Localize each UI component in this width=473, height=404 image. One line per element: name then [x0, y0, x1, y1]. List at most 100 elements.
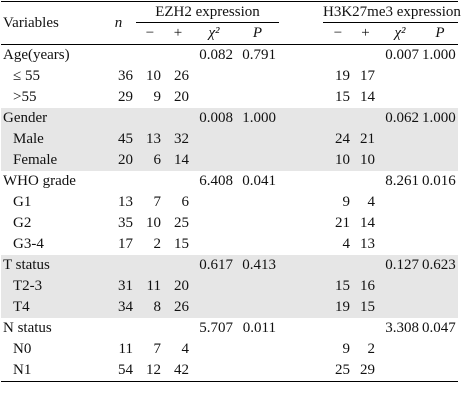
group-row: Age(years) 0.082 0.791 0.007 1.000 [1, 45, 458, 67]
table-row: N0 11 7 4 9 2 [1, 339, 458, 360]
cell-ezh2-negative: 6 [136, 150, 164, 171]
cell-h3k-chi-square [378, 297, 422, 318]
cell-n [101, 171, 136, 192]
cell-ezh2-positive [164, 108, 192, 129]
cell-ezh2-positive [164, 171, 192, 192]
cell-n: 13 [118, 194, 133, 210]
cell-ezh2-positive: 20 [164, 276, 192, 297]
cell-h3k-negative: 24 [323, 129, 353, 150]
cell-h3k-positive: 15 [353, 297, 378, 318]
row-label: >55 [13, 89, 37, 105]
cell-h3k-p: 0.016 [422, 173, 456, 189]
cell-h3k-p [422, 234, 458, 255]
cell-h3k-negative: 19 [335, 68, 350, 84]
expression-table: Variables n EZH2 expression H3K27me3 exp… [1, 1, 461, 382]
header-ezh2-positive: + [164, 22, 192, 45]
cell-ezh2-chi-square [192, 360, 236, 382]
cell-h3k-positive: 2 [367, 341, 376, 357]
cell-gap [279, 108, 323, 129]
table-row: T2-3 31 11 20 15 16 [1, 276, 459, 297]
cell-h3k-p [422, 66, 458, 87]
cell-h3k-chi-square [378, 129, 422, 150]
cell-ezh2-chi-square: 6.408 [199, 173, 233, 189]
cell-ezh2-positive [164, 45, 192, 67]
cell-ezh2-p: 0.413 [236, 255, 279, 276]
cell-gap [279, 45, 323, 67]
cell-ezh2-chi-square [192, 192, 236, 213]
group-label: N status [3, 320, 52, 336]
cell-ezh2-positive: 20 [174, 89, 189, 105]
cell-h3k-chi-square [378, 276, 422, 297]
cell-h3k-positive: 10 [353, 150, 378, 171]
cell-h3k-positive: 14 [360, 215, 375, 231]
cell-gap [279, 87, 323, 108]
cell-gap [279, 339, 323, 360]
header-h3k-p: P [422, 22, 459, 45]
header-row-1: Variables n EZH2 expression H3K27me3 exp… [1, 1, 461, 45]
header-ezh2-p: P [236, 22, 279, 45]
cell-ezh2-negative [136, 171, 164, 192]
cell-n: 17 [118, 236, 133, 252]
cell-ezh2-positive: 25 [174, 215, 189, 231]
cell-h3k-chi-square: 0.007 [385, 47, 419, 63]
table-row: T4 34 8 26 19 15 [1, 297, 459, 318]
cell-h3k-chi-square: 0.062 [378, 108, 422, 129]
row-label: N0 [13, 341, 32, 357]
header-ezh2-negative: − [136, 22, 164, 45]
cell-h3k-positive: 21 [353, 129, 378, 150]
cell-n: 11 [118, 341, 133, 357]
cell-ezh2-negative: 7 [153, 194, 162, 210]
header-h3k-positive: + [353, 22, 378, 45]
cell-ezh2-chi-square [192, 297, 236, 318]
cell-n: 34 [101, 297, 136, 318]
cell-h3k-negative: 21 [335, 215, 350, 231]
cell-ezh2-p [236, 192, 279, 213]
cell-ezh2-p: 0.011 [242, 320, 276, 336]
cell-ezh2-positive: 6 [181, 194, 190, 210]
cell-ezh2-p [236, 234, 279, 255]
cell-h3k-p: 0.623 [422, 255, 459, 276]
row-label: G2 [13, 215, 32, 231]
header-n: n [101, 1, 136, 45]
table-row: G1 13 7 6 9 4 [1, 192, 458, 213]
table-row: Female 20 6 14 10 10 [1, 150, 459, 171]
cell-ezh2-p [236, 213, 279, 234]
cell-h3k-negative [323, 255, 353, 276]
table-row: ≤ 55 36 10 26 19 17 [1, 66, 458, 87]
cell-ezh2-chi-square: 0.617 [192, 255, 236, 276]
cell-h3k-positive: 16 [353, 276, 378, 297]
cell-h3k-p: 1.000 [422, 47, 456, 63]
cell-ezh2-negative: 11 [136, 276, 164, 297]
row-label: G1 [13, 194, 32, 210]
cell-ezh2-negative [136, 108, 164, 129]
cell-ezh2-chi-square [192, 150, 236, 171]
table-row: G3-4 17 2 15 4 13 [1, 234, 458, 255]
cell-h3k-p [422, 360, 459, 382]
cell-h3k-chi-square [378, 66, 422, 87]
cell-gap [279, 150, 323, 171]
cell-ezh2-chi-square [192, 234, 236, 255]
cell-n: 20 [101, 150, 136, 171]
cell-h3k-positive [353, 318, 378, 339]
cell-gap [279, 66, 323, 87]
cell-ezh2-p: 0.041 [242, 173, 276, 189]
cell-h3k-p [422, 150, 459, 171]
table-body: Age(years) 0.082 0.791 0.007 1.000 ≤ 55 36 10 26… [1, 45, 459, 382]
cell-h3k-negative [323, 171, 353, 192]
cell-n: 31 [101, 276, 136, 297]
header-row-2: − + χ² P − + χ² P [1, 22, 459, 45]
cell-ezh2-chi-square [192, 129, 236, 150]
cell-h3k-positive [353, 108, 378, 129]
cell-ezh2-negative [136, 318, 164, 339]
cell-ezh2-chi-square: 0.008 [192, 108, 236, 129]
table-row: Male 45 13 32 24 21 [1, 129, 459, 150]
cell-h3k-p [422, 129, 459, 150]
group-label: WHO grade [3, 173, 76, 189]
row-label: Female [1, 150, 101, 171]
cell-h3k-p [422, 339, 458, 360]
cell-ezh2-chi-square [192, 66, 236, 87]
cell-h3k-positive: 17 [360, 68, 375, 84]
cell-ezh2-chi-square [192, 213, 236, 234]
cell-ezh2-positive: 32 [164, 129, 192, 150]
